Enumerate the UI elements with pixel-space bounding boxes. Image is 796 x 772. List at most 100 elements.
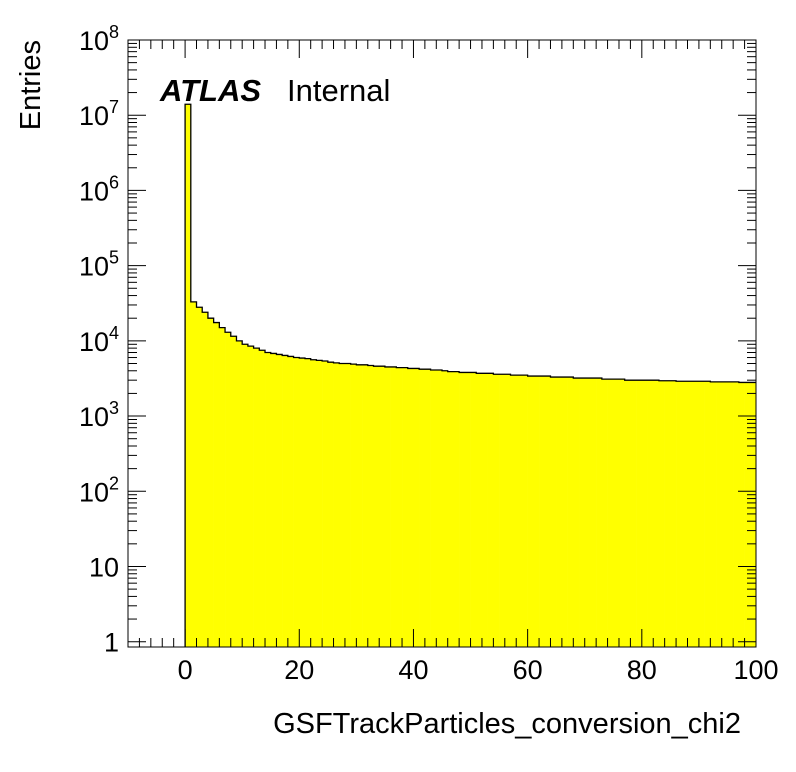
histogram-bar bbox=[573, 378, 580, 647]
histogram-bar bbox=[379, 366, 386, 647]
histogram-bar bbox=[196, 307, 203, 647]
histogram-bar bbox=[527, 376, 534, 647]
histogram-bar bbox=[476, 373, 483, 647]
histogram-bar bbox=[402, 367, 409, 647]
histogram-bar bbox=[579, 378, 586, 647]
y-tick-label: 103 bbox=[79, 398, 119, 432]
histogram-bar bbox=[419, 369, 426, 647]
histogram-bar bbox=[721, 381, 728, 647]
histogram-bar bbox=[544, 376, 551, 647]
histogram-bar bbox=[716, 381, 723, 647]
histogram-bar bbox=[407, 368, 414, 647]
histogram-bar bbox=[390, 366, 397, 647]
x-axis-title: GSFTrackParticles_conversion_chi2 bbox=[273, 708, 741, 740]
histogram-bar bbox=[442, 370, 449, 647]
histogram-bar bbox=[624, 380, 631, 647]
histogram-bar bbox=[436, 369, 443, 647]
histogram-bar bbox=[687, 381, 694, 647]
y-tick-label: 102 bbox=[79, 473, 119, 507]
histogram-bar bbox=[567, 377, 574, 647]
histogram-bar bbox=[704, 381, 711, 647]
y-tick-label: 106 bbox=[79, 172, 119, 206]
status-label: Internal bbox=[287, 73, 390, 108]
histogram-bar bbox=[464, 372, 471, 647]
histogram-bar bbox=[493, 374, 500, 647]
histogram-bar bbox=[304, 358, 311, 647]
histogram-bar bbox=[310, 359, 317, 647]
histogram-bar bbox=[362, 364, 369, 647]
histogram-bar bbox=[481, 373, 488, 647]
histogram-bar bbox=[630, 380, 637, 647]
histogram-bar bbox=[607, 379, 614, 647]
histogram-bar bbox=[636, 380, 643, 647]
histogram-bar bbox=[202, 312, 209, 647]
histogram-bar bbox=[447, 371, 454, 647]
x-tick-label: 80 bbox=[627, 655, 657, 685]
histogram-bar bbox=[430, 369, 437, 647]
atlas-label: ATLAS bbox=[159, 73, 261, 108]
histogram-bar bbox=[584, 378, 591, 647]
histogram-bar bbox=[247, 346, 254, 647]
histogram-bar bbox=[316, 360, 323, 647]
y-tick-label: 108 bbox=[79, 22, 119, 56]
histogram-bar bbox=[242, 344, 249, 647]
histogram-bar bbox=[350, 364, 357, 647]
histogram-bar bbox=[533, 376, 540, 647]
y-tick-label: 104 bbox=[79, 323, 119, 357]
x-tick-label: 100 bbox=[733, 655, 778, 685]
y-tick-label: 105 bbox=[79, 248, 119, 282]
histogram-bar bbox=[276, 354, 283, 647]
histogram-bar bbox=[681, 381, 688, 647]
histogram-bar bbox=[259, 350, 266, 647]
histogram-bar bbox=[253, 348, 260, 647]
histogram-bar bbox=[601, 379, 608, 647]
histogram-bar bbox=[396, 367, 403, 647]
histogram-bar bbox=[356, 364, 363, 647]
x-tick-label: 0 bbox=[178, 655, 193, 685]
y-axis-title: Entries bbox=[15, 40, 47, 130]
histogram-bar bbox=[339, 363, 346, 647]
histogram-bar bbox=[693, 381, 700, 647]
y-tick-label: 1 bbox=[104, 628, 119, 658]
histogram-bar bbox=[424, 369, 431, 647]
x-tick-label: 20 bbox=[284, 655, 314, 685]
tick-labels: 0 20 40 60 80 100 1 10 102 103 104 105 106 107 108 bbox=[79, 22, 779, 685]
histogram-bar bbox=[613, 379, 620, 647]
histogram-bar bbox=[653, 380, 660, 647]
histogram-bar bbox=[510, 375, 517, 647]
histogram-bar bbox=[282, 355, 289, 647]
histogram-bar bbox=[698, 381, 705, 647]
histogram-bar bbox=[367, 365, 374, 647]
histogram-bar bbox=[521, 375, 528, 647]
histogram-bar bbox=[676, 381, 683, 647]
histogram-bar bbox=[733, 381, 740, 647]
histogram-bar bbox=[664, 380, 671, 647]
axis-ticks bbox=[127, 39, 757, 647]
histogram-bar bbox=[299, 358, 306, 647]
histogram-bar bbox=[561, 377, 568, 647]
histogram-bar bbox=[487, 373, 494, 647]
histogram-bars bbox=[184, 103, 757, 647]
histogram-bar bbox=[373, 366, 380, 647]
histogram-bar bbox=[344, 363, 351, 647]
histogram-bar bbox=[225, 332, 232, 647]
histogram-bar bbox=[641, 380, 648, 647]
histogram-bar bbox=[190, 301, 197, 647]
histogram-bar bbox=[470, 372, 477, 647]
histogram-bar bbox=[744, 382, 751, 647]
histogram-outline bbox=[184, 103, 756, 647]
histogram-bar bbox=[738, 382, 745, 647]
x-tick-label: 60 bbox=[513, 655, 543, 685]
histogram-bar bbox=[270, 353, 277, 647]
histogram-bar bbox=[413, 368, 420, 647]
histogram-bar bbox=[453, 371, 460, 647]
histogram-bar bbox=[710, 381, 717, 647]
histogram-bar bbox=[287, 356, 294, 647]
histogram-bar bbox=[327, 362, 334, 647]
histogram-bar bbox=[556, 377, 563, 647]
histogram-bar bbox=[590, 378, 597, 647]
histogram-bar bbox=[539, 376, 546, 647]
histogram-bar bbox=[185, 104, 192, 647]
histogram-bar bbox=[550, 377, 557, 647]
